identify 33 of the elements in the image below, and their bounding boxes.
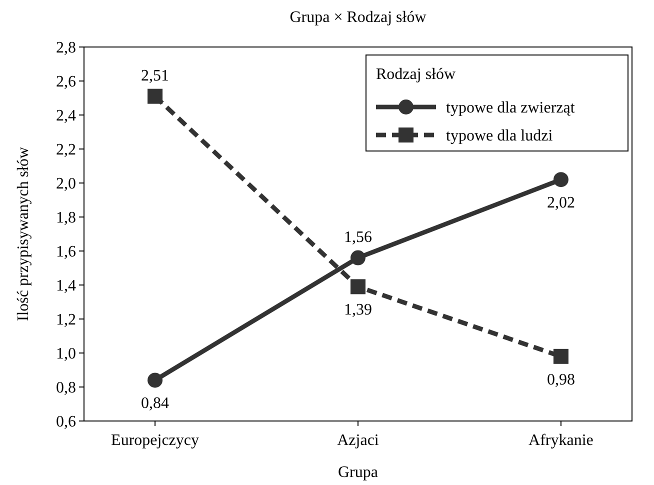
point <box>148 372 163 388</box>
data-label: 2,02 <box>546 194 575 212</box>
legend-title: Rodzaj słów <box>376 66 456 83</box>
legend-label: typowe dla ludzi <box>446 128 554 145</box>
point <box>148 88 163 104</box>
y-axis-title: Ilość przypisywanych słów <box>15 146 32 322</box>
data-label: 1,39 <box>344 302 372 319</box>
chart-title: Grupa × Rodzaj słów <box>290 9 427 26</box>
y-tick-label: 1,8 <box>56 210 76 227</box>
x-tick-label: Afrykanie <box>528 432 594 449</box>
legend-label: typowe dla zwierząt <box>446 100 576 117</box>
x-tick-label: Europejczycy <box>111 432 200 449</box>
y-tick-label: 1,6 <box>56 244 76 261</box>
y-tick-label: 2,2 <box>56 142 76 159</box>
y-tick-label: 2,6 <box>56 74 76 91</box>
data-label: 0,84 <box>141 395 170 412</box>
y-tick-label: 1,0 <box>56 346 76 363</box>
point <box>553 172 568 188</box>
y-tick-label: 2,4 <box>56 108 76 125</box>
data-label: 2,51 <box>141 67 170 84</box>
point <box>350 279 366 294</box>
y-tick-label: 2,8 <box>56 40 76 57</box>
y-tick-label: 2,0 <box>56 176 76 193</box>
x-axis-title: Grupa <box>338 464 378 481</box>
x-tick-label: Azjaci <box>337 432 380 449</box>
y-tick-label: 1,4 <box>56 278 76 295</box>
point <box>553 348 568 364</box>
y-tick-label: 0,6 <box>56 414 76 431</box>
point <box>350 250 366 266</box>
y-tick-label: 0,8 <box>56 380 76 397</box>
data-label: 1,56 <box>344 228 372 246</box>
data-label: 0,98 <box>546 371 575 388</box>
y-tick-label: 1,2 <box>56 312 76 329</box>
